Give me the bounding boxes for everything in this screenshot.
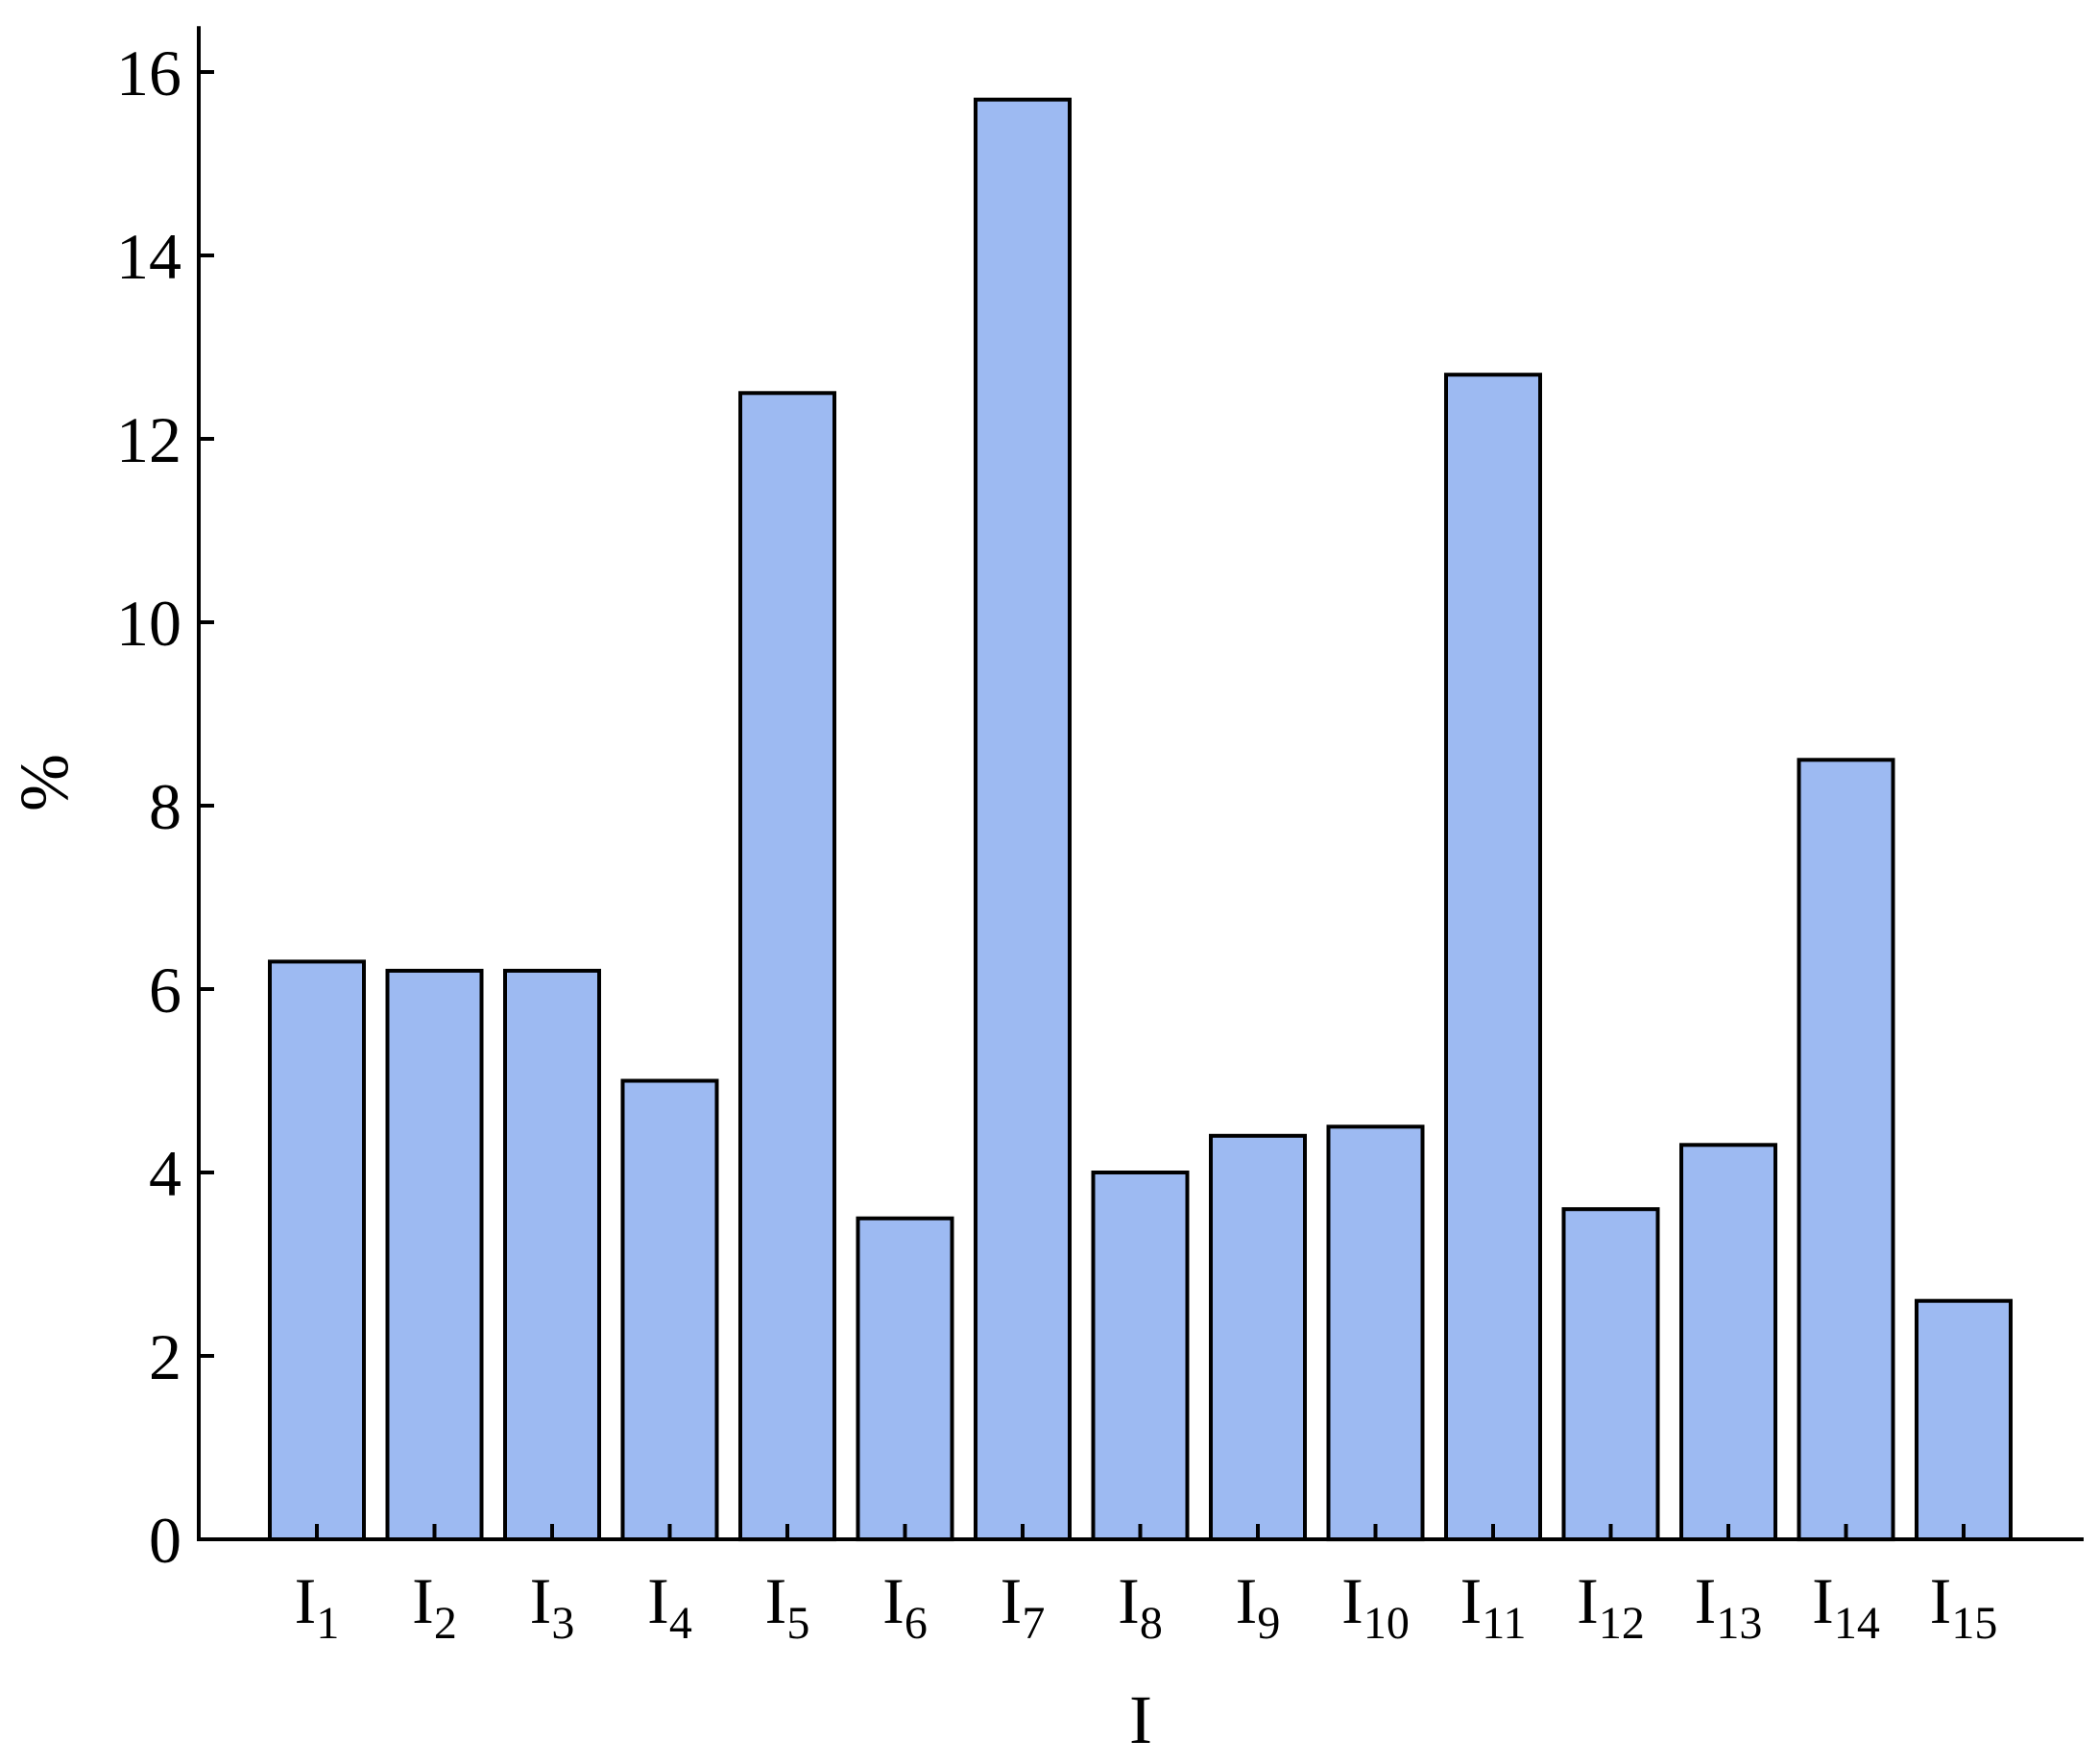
bar-I10 xyxy=(1326,1124,1425,1542)
x-tick-label: I15 xyxy=(1930,1564,1998,1649)
bar-I11 xyxy=(1444,373,1542,1542)
bar-I14 xyxy=(1797,758,1895,1542)
bar-I2 xyxy=(385,968,484,1541)
x-ticks-group: I1 I2 I3 I4 I5 I6 I7 I8 I9 I10 I11 I12 I13 I14 I15 xyxy=(295,1524,1998,1649)
bar-I15 xyxy=(1915,1298,2013,1541)
bar-I7 xyxy=(974,97,1072,1542)
y-tick-label: 16 xyxy=(116,36,181,109)
bar-I12 xyxy=(1561,1207,1660,1541)
x-tick-label: I11 xyxy=(1460,1564,1527,1649)
x-tick-label: I9 xyxy=(1236,1564,1281,1649)
bar-I6 xyxy=(856,1216,954,1542)
y-tick-label: 8 xyxy=(149,770,181,843)
y-tick-label: 14 xyxy=(116,220,181,293)
x-tick-label: I3 xyxy=(530,1564,575,1649)
y-axis-title: % xyxy=(6,754,83,811)
bar-I5 xyxy=(738,391,836,1542)
y-tick-label: 2 xyxy=(149,1320,181,1393)
bar-I3 xyxy=(503,968,601,1541)
bar-I13 xyxy=(1679,1143,1777,1542)
bar-I8 xyxy=(1091,1171,1190,1541)
x-tick-label: I6 xyxy=(882,1564,928,1649)
bar-I1 xyxy=(268,959,366,1541)
y-tick-label: 0 xyxy=(149,1504,181,1577)
y-tick-label: 6 xyxy=(149,954,181,1027)
x-axis-title: I xyxy=(1129,1681,1152,1758)
x-tick-label: I4 xyxy=(647,1564,692,1649)
x-tick-label: I7 xyxy=(1001,1564,1046,1649)
bars-group xyxy=(268,97,2013,1542)
y-tick-label: 4 xyxy=(149,1137,181,1210)
y-tick-label: 10 xyxy=(116,587,181,660)
bar-I4 xyxy=(620,1078,719,1541)
y-tick-label: 12 xyxy=(116,403,181,476)
x-tick-label: I13 xyxy=(1695,1564,1763,1649)
x-tick-label: I2 xyxy=(412,1564,457,1649)
y-ticks-group: 0 2 4 6 8 10 12 14 16 xyxy=(116,36,214,1577)
x-tick-label: I14 xyxy=(1812,1564,1880,1649)
x-tick-label: I1 xyxy=(295,1564,340,1649)
x-tick-label: I5 xyxy=(765,1564,810,1649)
x-tick-label: I8 xyxy=(1118,1564,1163,1649)
x-tick-label: I10 xyxy=(1341,1564,1410,1649)
x-tick-label: I12 xyxy=(1577,1564,1645,1649)
bar-I9 xyxy=(1209,1133,1307,1542)
